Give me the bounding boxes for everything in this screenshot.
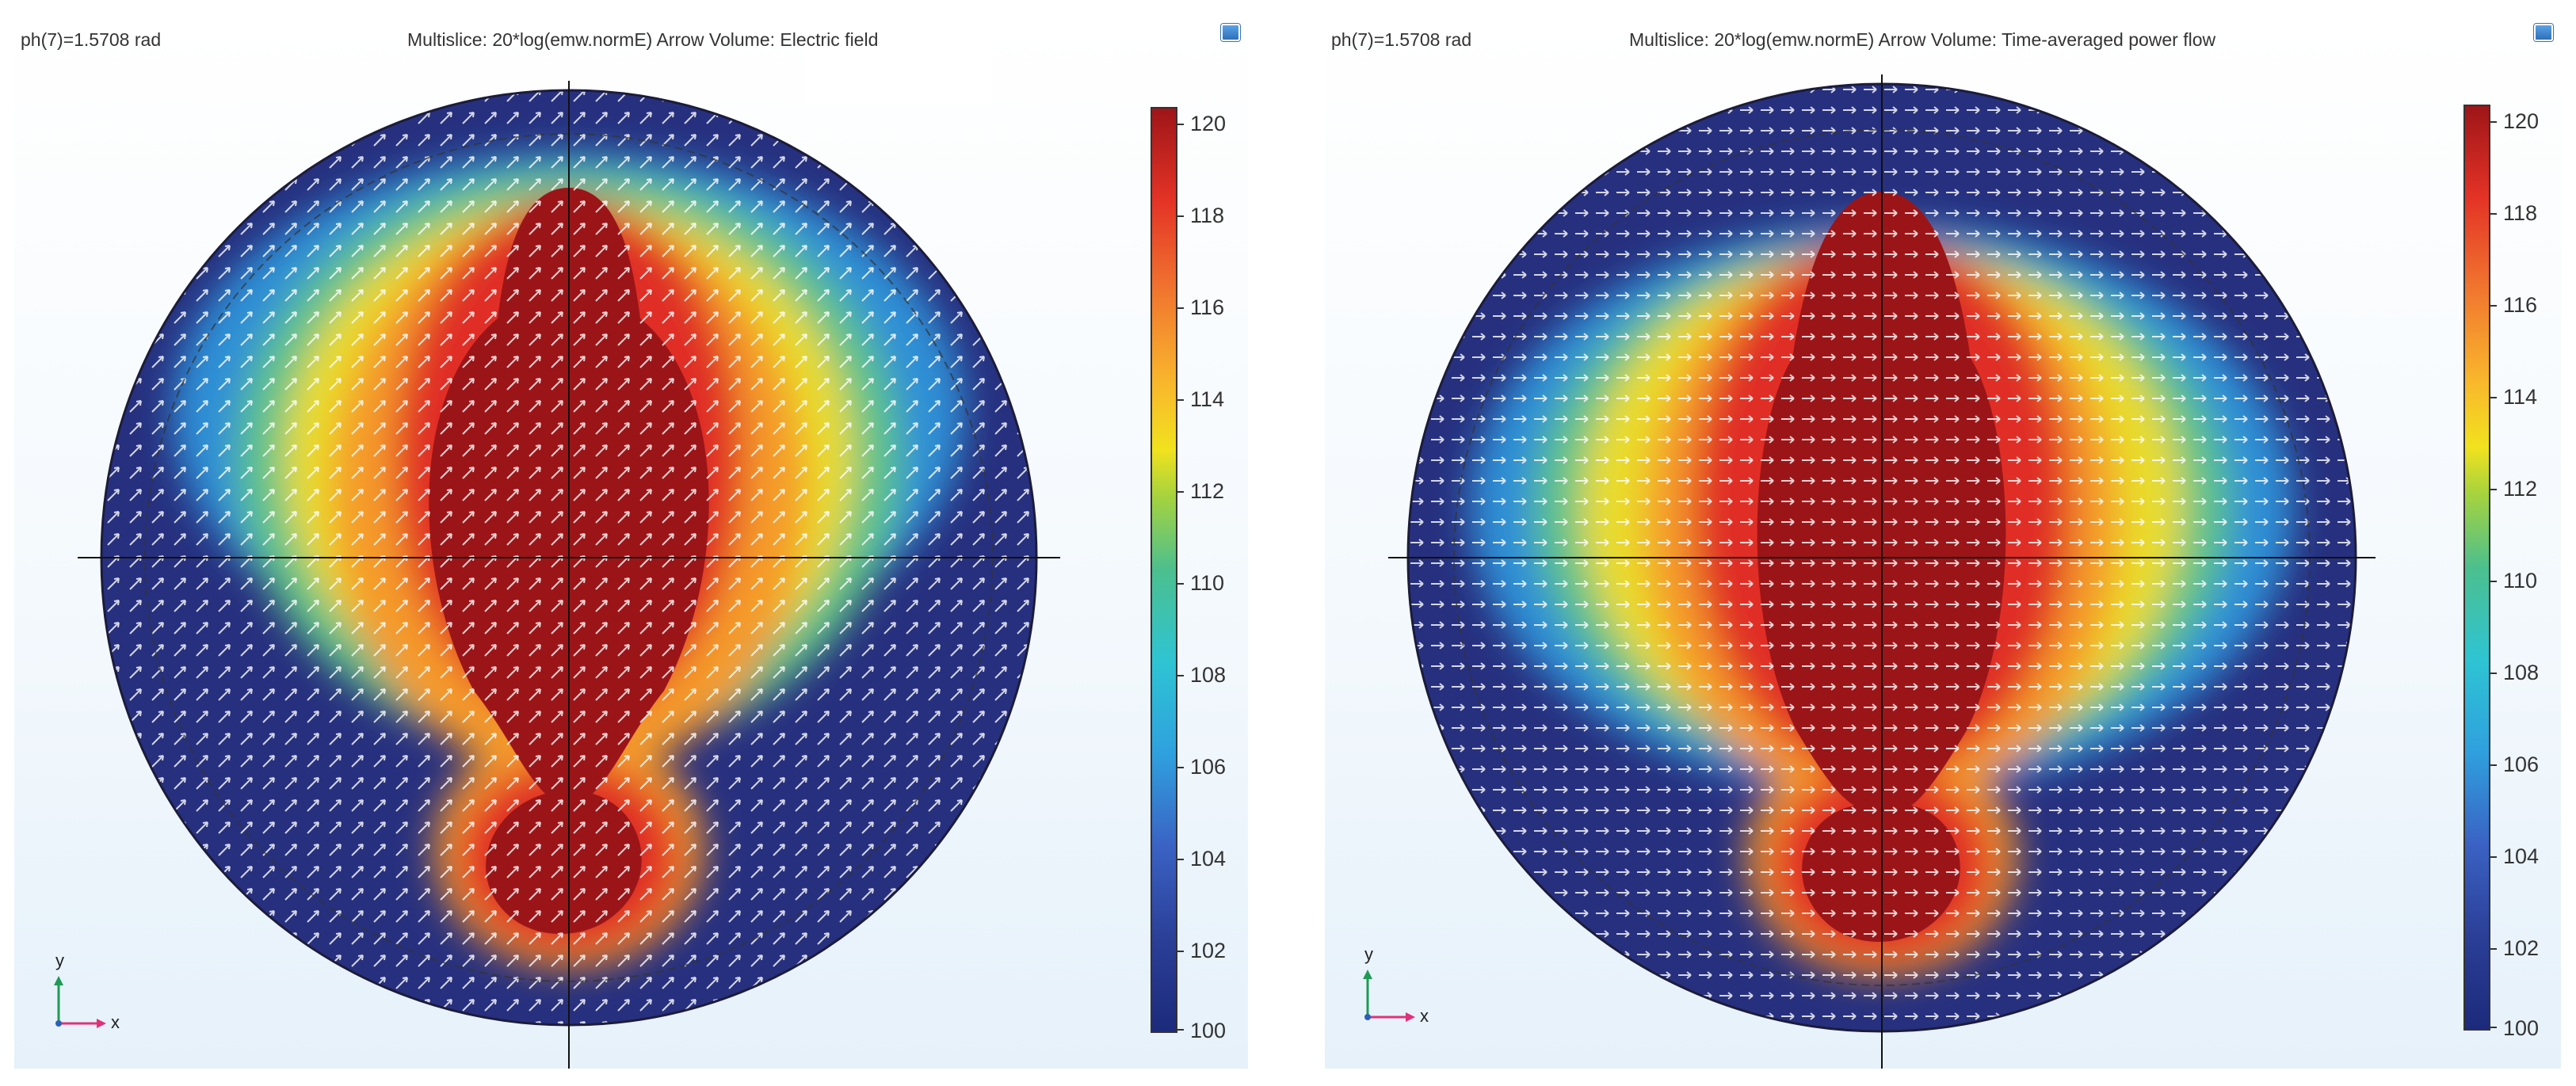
colorbar-tick xyxy=(1176,583,1184,585)
colorbar-tick xyxy=(1176,675,1184,676)
colorbar-tick xyxy=(1176,1029,1184,1031)
colorbar-tick-label: 118 xyxy=(2503,201,2538,225)
colorbar-tick xyxy=(2489,121,2497,123)
colorbar-tick xyxy=(2489,489,2497,490)
parameter-label: ph(7)=1.5708 rad xyxy=(1331,29,1472,50)
parameter-label: ph(7)=1.5708 rad xyxy=(21,29,162,50)
colorbar-tick xyxy=(2489,305,2497,307)
colorbar-tick-label: 118 xyxy=(1190,204,1225,227)
colorbar-tick xyxy=(1176,951,1184,952)
colorbar-tick-label: 112 xyxy=(1190,479,1225,503)
axis-triad xyxy=(1363,970,1415,1022)
colorbar-tick-label: 100 xyxy=(1190,1019,1227,1042)
colorbar-tick-label: 114 xyxy=(2503,385,2538,409)
colorbar xyxy=(1151,107,1177,1033)
colorbar-tick-label: 106 xyxy=(1190,755,1227,779)
colorbar-tick-label: 116 xyxy=(2503,293,2538,317)
colorbar-tick xyxy=(2489,213,2497,215)
colorbar-tick-label: 120 xyxy=(1190,112,1227,135)
colorbar-tick-label: 110 xyxy=(2503,569,2538,593)
colorbar-tick xyxy=(2489,856,2497,858)
colorbar-tick xyxy=(1176,491,1184,493)
plot-panel-electric-field: ph(7)=1.5708 rad Multislice: 20*log(emw.… xyxy=(14,17,1248,1069)
colorbar-tick xyxy=(2489,581,2497,582)
axis-triad xyxy=(54,976,106,1028)
axis-x-label: x xyxy=(1420,1006,1429,1026)
colorbar-tick xyxy=(2489,397,2497,398)
axis-y-label: y xyxy=(55,951,64,970)
colorbar-tick xyxy=(1176,767,1184,768)
arrow-volume-label: Electric field xyxy=(780,29,879,50)
window-icon[interactable] xyxy=(2534,24,2553,41)
annotation-patch xyxy=(805,25,991,105)
colorbar-tick xyxy=(2489,764,2497,766)
colorbar-tick-label: 114 xyxy=(1190,387,1225,411)
plot-title: Multislice: 20*log(emw.normE) Arrow Volu… xyxy=(407,31,878,49)
plot-title-prefix: Multislice: 20*log(emw.normE) Arrow Volu… xyxy=(407,29,780,50)
field-plot-electric xyxy=(54,81,1060,1069)
colorbar-tick-label: 108 xyxy=(2503,661,2540,684)
colorbar-tick xyxy=(1176,307,1184,309)
plot-title-prefix: Multislice: 20*log(emw.normE) Arrow Volu… xyxy=(1629,29,2002,50)
colorbar-tick-label: 100 xyxy=(2503,1016,2540,1040)
colorbar-tick-label: 112 xyxy=(2503,477,2538,501)
axis-y-label: y xyxy=(1364,944,1373,964)
colorbar-tick xyxy=(1176,859,1184,860)
colorbar-tick-label: 116 xyxy=(1190,295,1225,319)
colorbar-tick-label: 110 xyxy=(1190,571,1225,595)
colorbar-tick xyxy=(2489,673,2497,674)
colorbar-tick-label: 102 xyxy=(1190,939,1227,962)
plot-title: Multislice: 20*log(emw.normE) Arrow Volu… xyxy=(1629,31,2215,49)
axis-x-label: x xyxy=(111,1012,120,1032)
plot-panel-power-flow: ph(7)=1.5708 rad Multislice: 20*log(emw.… xyxy=(1325,17,2561,1069)
colorbar-tick-label: 104 xyxy=(2503,844,2540,868)
colorbar-tick-label: 104 xyxy=(1190,847,1227,871)
colorbar-tick-label: 106 xyxy=(2503,753,2540,776)
colorbar-tick xyxy=(1176,124,1184,125)
window-icon[interactable] xyxy=(1221,24,1240,41)
colorbar-tick-label: 120 xyxy=(2503,109,2540,133)
colorbar-tick xyxy=(1176,399,1184,401)
colorbar-tick-label: 102 xyxy=(2503,936,2540,960)
field-plot-power-flow xyxy=(1363,74,2376,1069)
arrow-volume-label: Time-averaged power flow xyxy=(2001,29,2216,50)
colorbar-tick xyxy=(1176,215,1184,217)
colorbar-tick xyxy=(2489,1027,2497,1028)
colorbar xyxy=(2463,105,2490,1031)
colorbar-tick-label: 108 xyxy=(1190,663,1227,687)
colorbar-tick xyxy=(2489,948,2497,950)
